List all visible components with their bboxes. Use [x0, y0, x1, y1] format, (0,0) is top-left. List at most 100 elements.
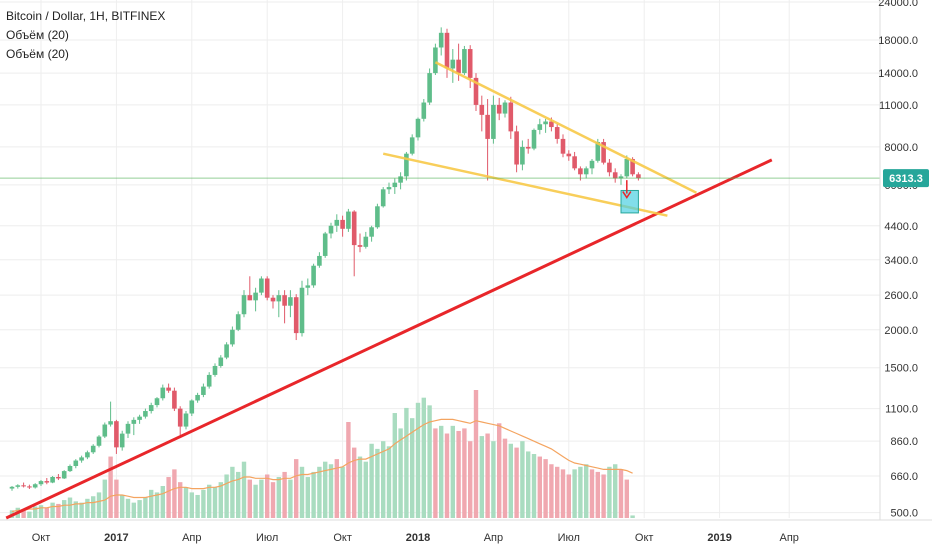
volume-bar — [618, 469, 624, 518]
volume-bar — [79, 502, 84, 518]
candle-body — [50, 476, 55, 483]
volume-bar — [572, 469, 577, 518]
volume-bar — [526, 451, 531, 518]
y-tick-label: 500.0 — [890, 508, 918, 520]
candle-body — [299, 287, 305, 334]
y-tick-label: 2600.0 — [884, 290, 918, 302]
volume-bar — [456, 430, 461, 518]
candle-body — [346, 211, 351, 229]
candle-body — [583, 168, 589, 175]
candle-body — [624, 158, 630, 177]
candle-body — [61, 471, 67, 479]
candle-body — [595, 142, 601, 161]
candle-body — [264, 278, 270, 298]
candle-body — [415, 118, 421, 138]
price-axis[interactable]: 500.0 660.0 860.0 1100.0 1500.0 2000.0 2600.0 3… — [878, 0, 918, 520]
volume-bar — [218, 482, 223, 518]
x-tick-label: 2018 — [406, 532, 430, 544]
volume-bar — [537, 456, 542, 518]
volume-bar — [514, 447, 519, 518]
volume-bar — [323, 461, 328, 518]
candle-body — [44, 481, 50, 483]
candle-body — [166, 387, 171, 391]
volume-bar — [340, 466, 345, 518]
candle-body — [230, 329, 235, 345]
candle-body — [537, 124, 543, 130]
y-tick-label: 8000.0 — [884, 142, 918, 154]
x-tick-label: Июл — [256, 532, 278, 544]
candles — [9, 27, 641, 491]
volume-bar — [265, 474, 270, 518]
volume-bar — [224, 474, 229, 518]
volume-bar — [149, 489, 154, 518]
volume-bar — [415, 402, 421, 518]
support-trendline[interactable] — [5, 158, 773, 520]
time-axis[interactable]: Окт 2017 Апр Июл Окт 2018 Апр Июл Окт 2019 Апр — [32, 532, 799, 544]
candle-body — [612, 172, 618, 179]
symbol-title[interactable]: Bitcoin / Dollar, 1H, BITFINEX — [6, 9, 166, 23]
candle-body — [102, 424, 108, 437]
candle-body — [21, 485, 26, 487]
candle-body — [514, 131, 519, 165]
volume-bar — [473, 390, 479, 518]
candle-body — [206, 374, 212, 387]
candle-body — [438, 32, 444, 48]
volume-bar — [601, 474, 606, 518]
volume-bar — [91, 496, 96, 518]
candle-body — [630, 158, 635, 175]
last-price-label: 6313.3 — [889, 173, 923, 185]
candle-body — [322, 233, 328, 256]
volume-indicator-label-2[interactable]: Объём (20) — [6, 47, 69, 61]
wedge-upper-line[interactable] — [434, 61, 697, 194]
volume-bar — [189, 492, 194, 518]
candle-body — [67, 465, 73, 472]
down-arrow-icon[interactable] — [622, 180, 632, 199]
candle-body — [578, 168, 583, 175]
volume-bar — [85, 498, 90, 518]
candle-body — [467, 49, 473, 78]
candle-body — [601, 142, 606, 163]
volume-bar — [352, 447, 357, 518]
candle-body — [270, 297, 276, 302]
volume-bar — [207, 484, 212, 518]
candle-body — [485, 114, 490, 139]
candle-body — [119, 433, 125, 448]
y-tick-label: 1500.0 — [884, 363, 918, 375]
candle-body — [462, 49, 467, 74]
volume-bar — [253, 484, 258, 518]
candle-body — [357, 245, 363, 247]
candle-body — [473, 77, 479, 105]
candle-body — [427, 73, 432, 103]
candle-body — [531, 129, 537, 149]
candle-body — [369, 227, 374, 237]
volume-indicator-label[interactable]: Объём (20) — [6, 28, 69, 42]
volume-bar — [485, 433, 490, 518]
candle-body — [85, 452, 90, 458]
candle-body — [479, 104, 485, 115]
volume-bar — [479, 436, 484, 518]
candle-body — [253, 292, 258, 301]
volume-bar — [21, 509, 26, 518]
volume-bar — [444, 433, 450, 518]
volume-bar — [44, 507, 49, 518]
volume-bar — [613, 464, 618, 518]
volume-bar — [183, 487, 189, 518]
volume-bar — [508, 443, 513, 518]
y-tick-label: 3400.0 — [884, 255, 918, 267]
candle-body — [293, 297, 299, 334]
wedge-lower-line[interactable] — [382, 152, 668, 217]
x-tick-label: Апр — [484, 532, 503, 544]
volume-bar — [404, 407, 409, 518]
volume-bar — [381, 441, 386, 518]
candle-body — [154, 398, 160, 406]
volume-bar — [497, 423, 502, 518]
volume-bar — [549, 464, 554, 518]
candle-body — [386, 187, 392, 190]
candle-body — [125, 423, 131, 434]
volume-bar — [33, 506, 38, 518]
volume-bar — [369, 443, 374, 518]
volume-bar — [282, 471, 287, 518]
candle-body — [189, 400, 195, 414]
candle-body — [618, 176, 624, 179]
